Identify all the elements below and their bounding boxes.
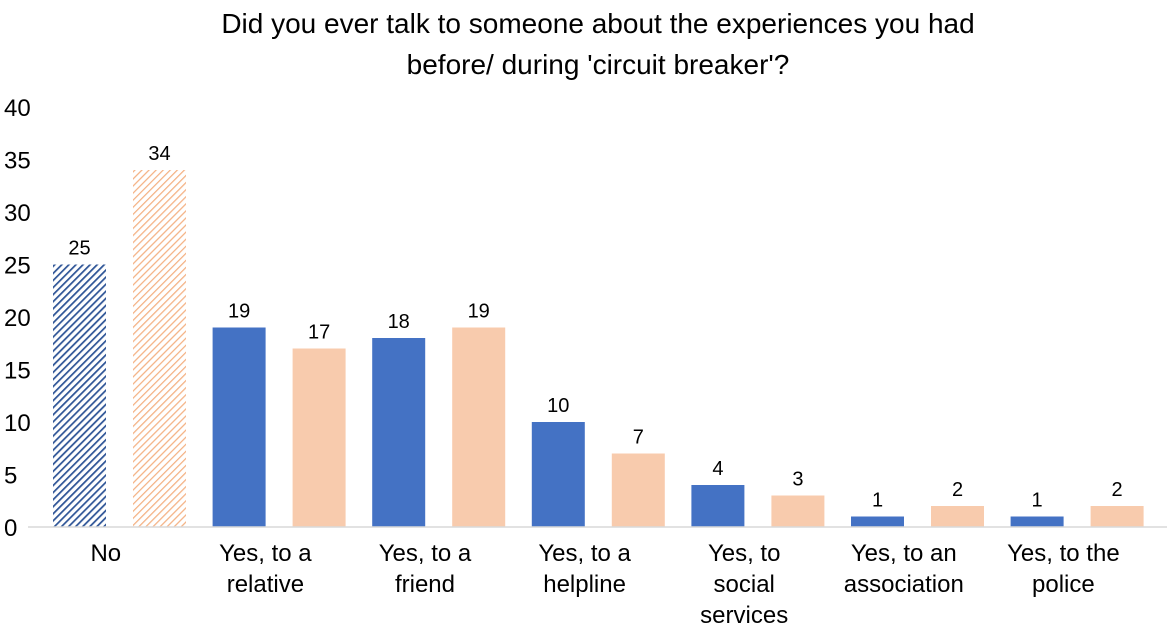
bar [372,338,426,527]
bar [691,485,745,527]
data-label: 17 [308,322,330,344]
x-tick-label: Yes, to an [851,540,957,567]
y-tick-label: 40 [4,95,31,122]
y-tick-label: 5 [4,463,17,490]
x-tick-label: friend [395,571,455,598]
y-tick-label: 10 [4,410,31,437]
y-axis: 0 5 10 15 20 25 30 35 40 [4,95,31,542]
y-tick-label: 35 [4,148,31,175]
x-tick-label: services [700,602,788,629]
chart-title-line-1: Did you ever talk to someone about the e… [221,8,974,39]
x-tick-label: Yes, to [708,540,781,567]
x-tick-label: Yes, to a [379,540,472,567]
data-label: 7 [633,427,644,449]
x-tick-label: No [90,540,121,567]
bar [531,422,585,527]
chart-title-line-2: before/ during 'circuit breaker'? [407,49,790,80]
bar [771,495,825,527]
x-tick-label: Yes, to a [219,540,312,567]
data-label: 19 [468,301,490,323]
bar [53,264,106,527]
y-tick-label: 15 [4,358,31,385]
data-label: 1 [872,490,883,512]
data-label: 18 [388,311,410,333]
y-tick-label: 30 [4,200,31,227]
x-tick-label: Yes, to the [1007,540,1120,567]
bar [851,516,904,527]
data-label: 4 [712,458,723,480]
x-tick-label: helpline [543,571,626,598]
bars [53,170,1144,527]
bar [212,327,266,527]
x-axis: No Yes, to a relative Yes, to a friend Yes, t… [90,540,1119,629]
data-labels: 25 34 19 17 18 19 10 7 4 3 1 2 1 2 [68,143,1122,512]
x-tick-label: Yes, to a [538,540,631,567]
bar [611,453,665,527]
x-tick-label: association [844,571,964,598]
bar [292,348,346,527]
y-tick-label: 20 [4,305,31,332]
data-label: 1 [1032,490,1043,512]
bar [133,170,186,527]
bar [931,506,984,527]
y-tick-label: 0 [4,515,17,542]
y-tick-label: 25 [4,253,31,280]
x-tick-label: relative [227,571,304,598]
bar [1010,516,1064,527]
data-label: 2 [952,479,963,501]
data-label: 2 [1112,479,1123,501]
bar [452,327,506,527]
bar [1090,506,1144,527]
x-tick-label: police [1032,571,1095,598]
data-label: 19 [228,301,250,323]
x-tick-label: social [714,571,775,598]
data-label: 10 [547,395,569,417]
data-label: 25 [68,238,90,260]
data-label: 34 [148,143,170,165]
data-label: 3 [792,469,803,491]
